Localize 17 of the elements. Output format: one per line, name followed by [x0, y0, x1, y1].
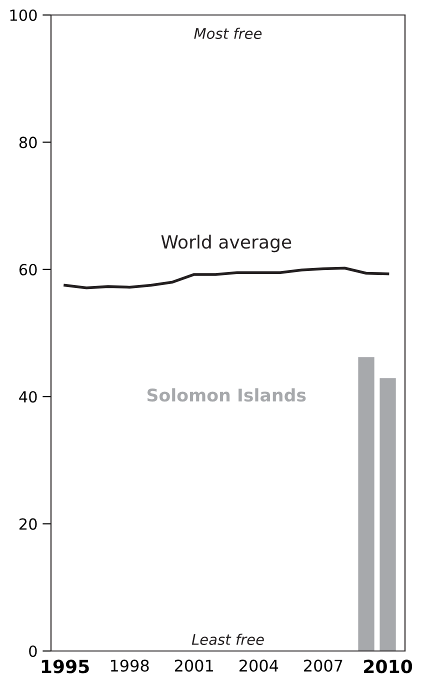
annotation: Least free	[192, 634, 264, 645]
x-tick-label: 2007	[304, 660, 342, 672]
x-tick-label: 2010	[364, 660, 412, 674]
y-tick-label: 40	[19, 391, 37, 403]
x-tick-label: 1998	[110, 660, 149, 672]
y-tick-label: 60	[19, 264, 37, 276]
series-label: World average	[161, 234, 292, 252]
annotation: Most free	[194, 28, 262, 40]
y-tick-label: 100	[10, 9, 37, 22]
line-series	[64, 266, 390, 290]
y-tick-label: 0	[29, 645, 37, 658]
text: Solomon Islands	[147, 388, 306, 402]
x-tick-label: 2001	[174, 660, 213, 672]
x-tick-label: 1995	[42, 660, 89, 674]
y-tick-label: 20	[19, 518, 37, 530]
x-tick-label: 2004	[240, 660, 278, 672]
y-tick-label: 80	[19, 136, 37, 148]
